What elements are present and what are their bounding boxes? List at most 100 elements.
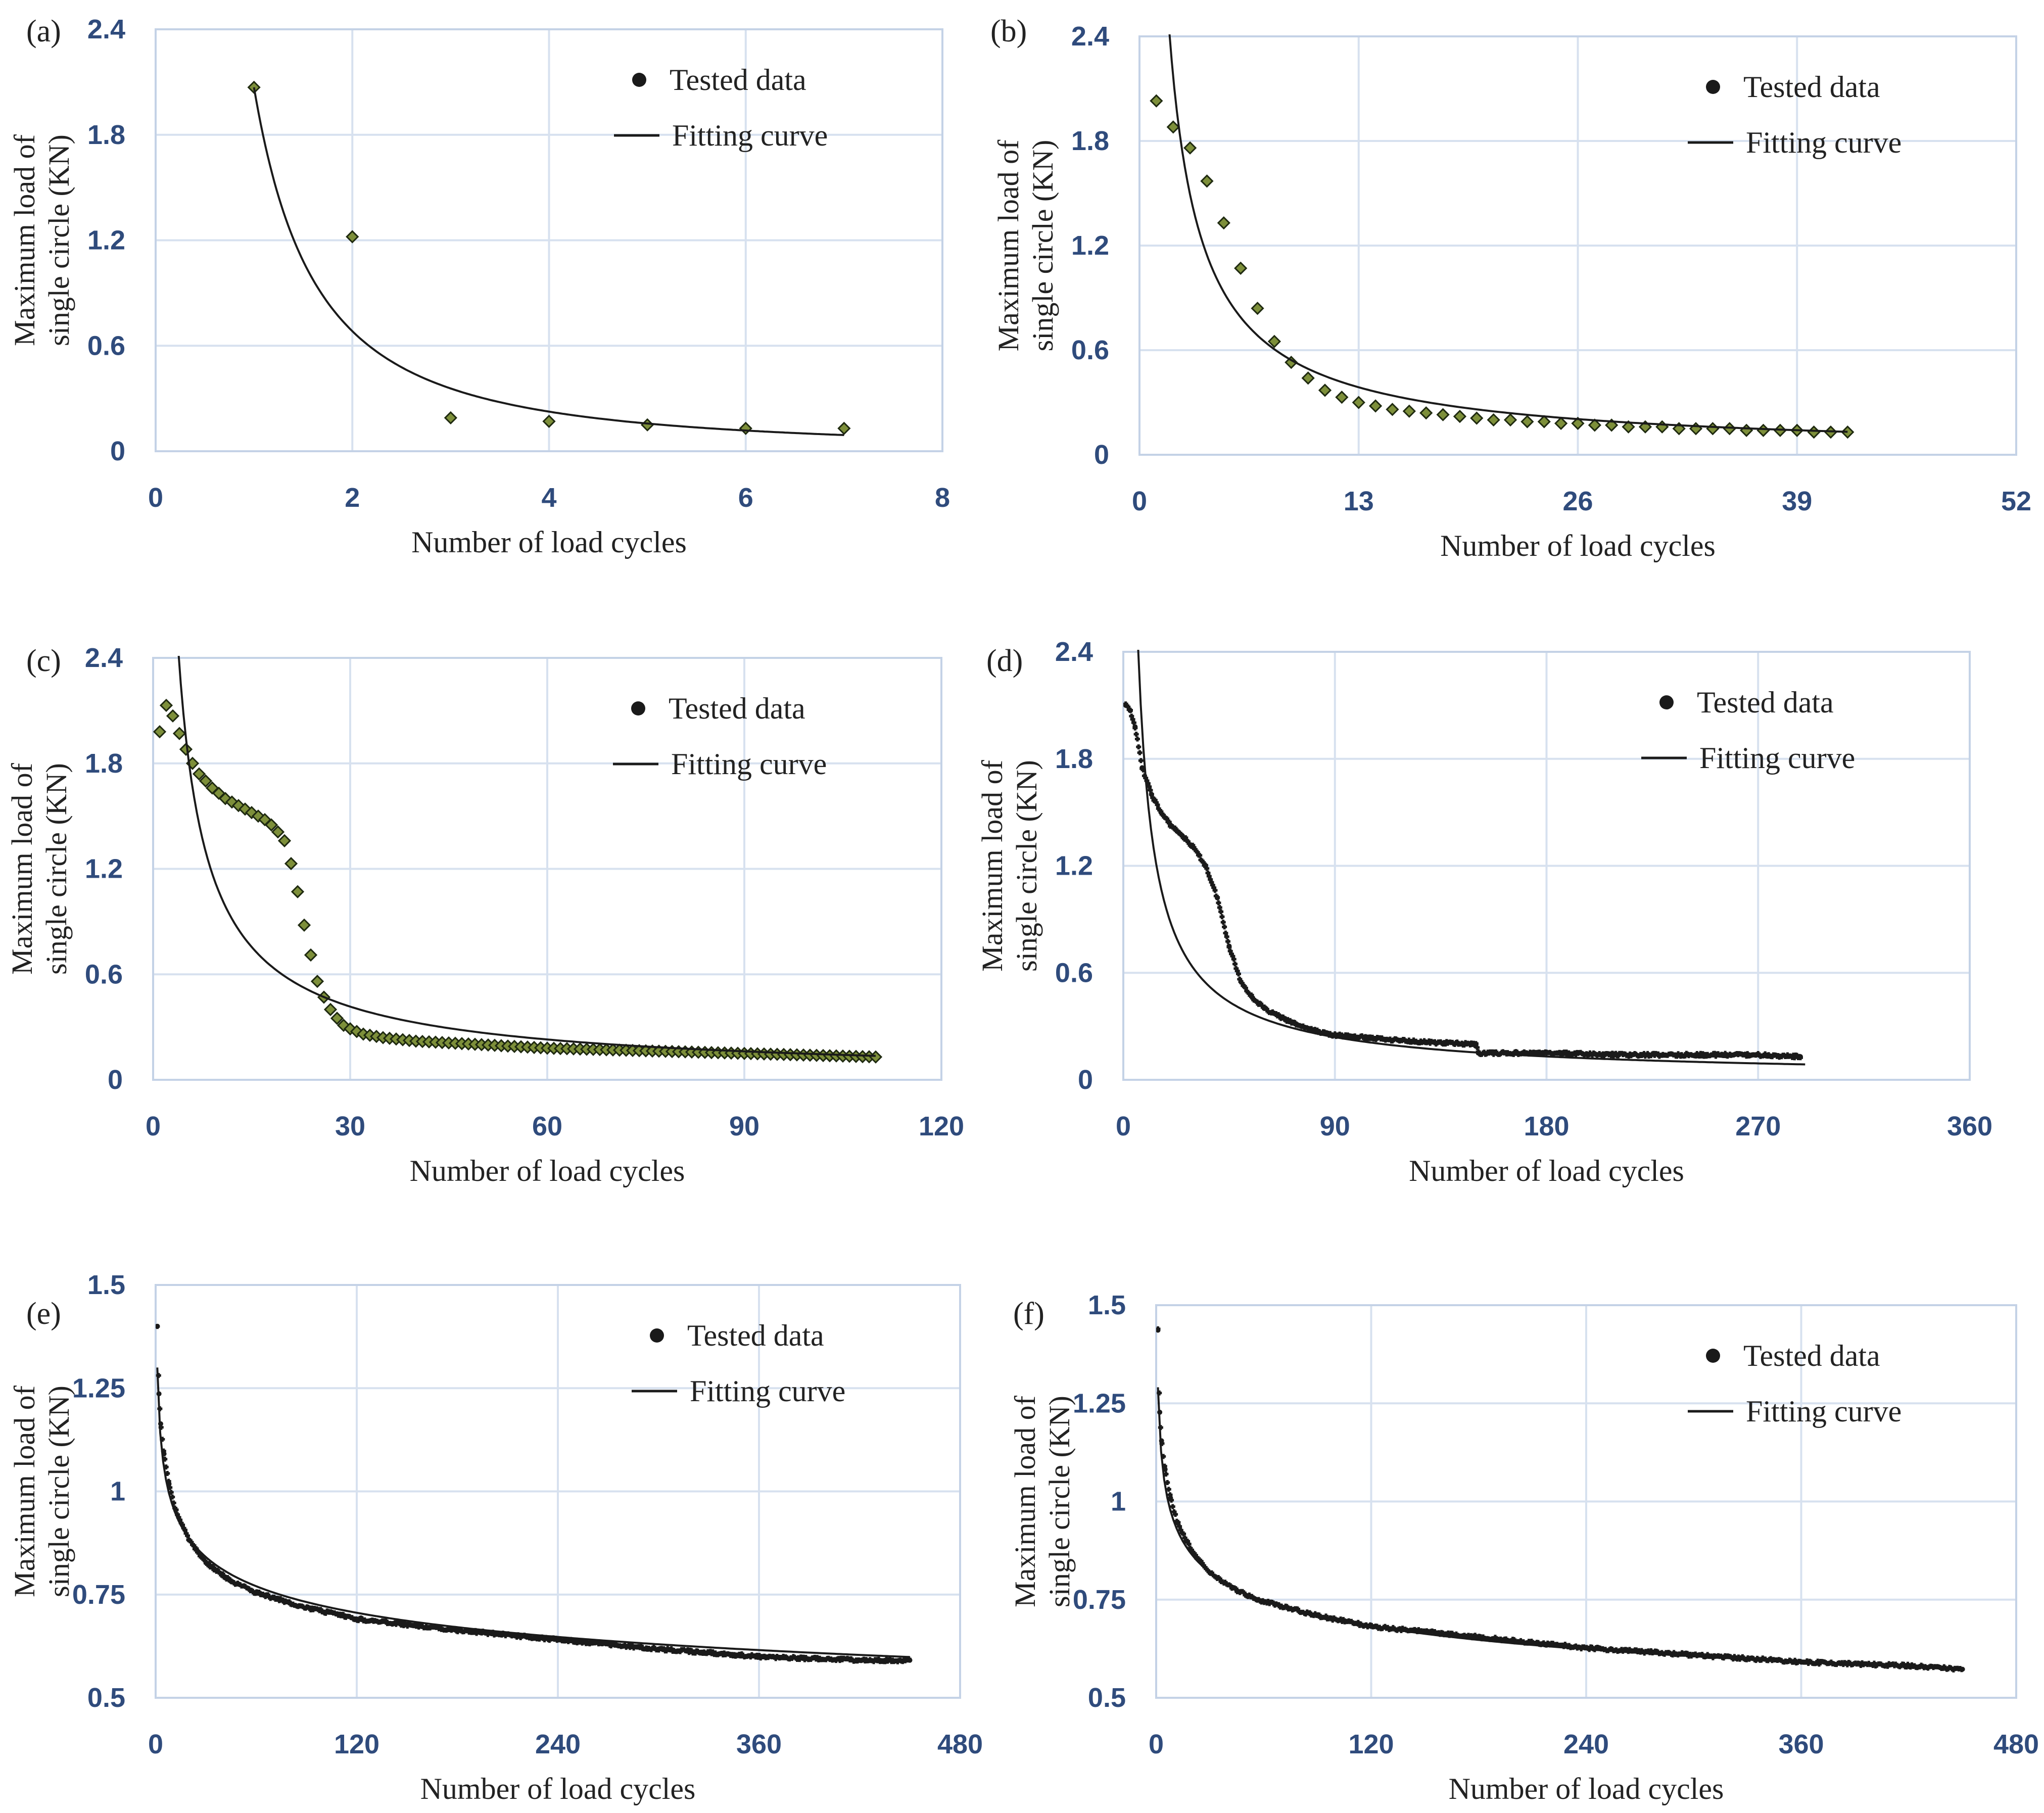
y-axis-title-line-1: Maximum load of: [976, 759, 1009, 972]
y-axis-title-line-1: Maximum load of: [6, 762, 38, 975]
x-tick-label: 120: [919, 1111, 964, 1141]
tested-data-point: [1150, 94, 1163, 108]
x-axis-title: Number of load cycles: [420, 1772, 696, 1805]
x-tick-label: 90: [1320, 1111, 1350, 1141]
tested-data-point: [1537, 415, 1551, 428]
legend-marker-tested: [632, 73, 646, 87]
y-tick-label: 0.5: [87, 1683, 125, 1713]
x-axis-title: Number of load cycles: [1440, 529, 1716, 562]
tested-data-point: [291, 885, 305, 898]
plot-data-layer: [153, 656, 883, 1064]
tested-data-point: [1127, 708, 1133, 713]
tested-data-point: [1436, 408, 1450, 421]
plot-frame: [155, 28, 943, 452]
x-tick-label: 30: [335, 1111, 365, 1141]
tested-data-point: [857, 1657, 862, 1663]
tested-data-point: [159, 698, 173, 712]
tested-data-point: [1158, 809, 1164, 815]
tested-data-point: [1520, 415, 1534, 428]
x-tick-label: 0: [1116, 1111, 1131, 1141]
x-tick-label: 270: [1735, 1111, 1781, 1141]
tested-data-point: [1841, 425, 1855, 439]
y-axis-title-line-1: Maximum load of: [8, 134, 41, 346]
y-tick-label: 0: [1094, 440, 1109, 470]
plot-data-layer: [1156, 1326, 1965, 1673]
legend-marker-tested: [650, 1328, 664, 1343]
tested-data-point: [1419, 406, 1433, 420]
legend-label-fitting: Fitting curve: [671, 747, 827, 781]
legend-label-fitting: Fitting curve: [690, 1374, 845, 1408]
chart-panel-c: 0 30 60 90 120 0 0.6 1.2 1.8 2.4 (c) Number of load…: [6, 643, 964, 1187]
tested-data-point: [1755, 1052, 1761, 1058]
tested-data-point: [172, 727, 186, 740]
y-axis-title-line-2: single circle (KN): [1043, 1396, 1076, 1607]
panel-label: (e): [26, 1297, 61, 1331]
chart-panel-d: 0 90 180 270 360 0 0.6 1.2 1.8 2.4 (d) Number of lo…: [976, 637, 1992, 1187]
x-tick-label: 360: [1947, 1111, 1992, 1141]
tested-data-point: [1368, 399, 1383, 413]
x-tick-label: 240: [535, 1729, 581, 1759]
plot-data-layer: [247, 80, 851, 436]
x-tick-label: 0: [1149, 1729, 1164, 1759]
tested-data-point: [542, 414, 556, 428]
plot-frame: [152, 657, 942, 1081]
tested-data-point: [1798, 1054, 1803, 1060]
legend-label-tested: Tested data: [1697, 686, 1834, 719]
tested-data-point: [555, 1637, 560, 1642]
y-axis-title-line-1: Maximum load of: [992, 139, 1025, 352]
tested-data-point: [179, 742, 193, 756]
fitting-curve: [177, 656, 876, 1057]
tested-data-point: [1487, 413, 1500, 427]
plot-frame: [1122, 651, 1971, 1081]
tested-data-point: [1453, 409, 1467, 423]
plot-frame: [1155, 1304, 2017, 1699]
tested-data-point: [1807, 425, 1821, 439]
panel-label: (a): [26, 14, 61, 49]
x-tick-label: 120: [334, 1729, 379, 1759]
x-tick-label: 4: [541, 483, 556, 513]
tested-data-point: [1503, 413, 1517, 427]
tested-data-point: [1756, 423, 1770, 437]
legend-label-fitting: Fitting curve: [1699, 741, 1855, 775]
tested-data-series: [1156, 1326, 1964, 1673]
x-tick-label: 13: [1344, 486, 1374, 516]
y-tick-label: 0.6: [1055, 958, 1093, 988]
tested-data-point: [1335, 391, 1349, 404]
x-tick-label: 8: [935, 483, 950, 513]
legend-label-tested: Tested data: [687, 1319, 824, 1352]
y-tick-label: 1.5: [87, 1270, 125, 1300]
tested-data-point: [1217, 216, 1230, 230]
x-axis-title: Number of load cycles: [410, 1154, 685, 1187]
y-tick-label: 0.75: [72, 1580, 125, 1610]
panel-label: (b): [990, 14, 1027, 49]
y-tick-label: 1.25: [72, 1373, 125, 1403]
x-tick-label: 120: [1348, 1729, 1394, 1759]
tested-data-point: [1571, 416, 1585, 431]
tested-data-point: [254, 1590, 259, 1596]
legend-label-fitting: Fitting curve: [1746, 1395, 1902, 1428]
tested-data-point: [1168, 822, 1173, 828]
y-axis-title-line-2: single circle (KN): [1026, 140, 1059, 352]
y-tick-label: 2.4: [87, 14, 125, 44]
tested-data-point: [1251, 302, 1264, 315]
y-tick-label: 0.75: [1073, 1585, 1126, 1615]
y-tick-label: 1.8: [1071, 126, 1109, 156]
x-tick-label: 52: [2001, 486, 2031, 516]
y-axis-title-line-2: single circle (KN): [1010, 760, 1043, 972]
y-tick-label: 0.6: [87, 330, 125, 361]
tested-data-point: [271, 825, 285, 839]
tested-data-point: [192, 767, 206, 781]
y-axis-title-line-2: single circle (KN): [42, 134, 75, 346]
chart-panel-e: 0 120 240 360 480 0.5 0.75 1 1.25 1.5 (e) Number of…: [8, 1270, 983, 1805]
y-tick-label: 1.2: [85, 854, 123, 884]
plot-data-layer: [1123, 650, 1805, 1066]
chart-panel-b: 0 13 26 39 52 0 0.6 1.2 1.8 2.4 (b) Number of load …: [990, 14, 2031, 562]
tested-data-point: [1740, 423, 1753, 437]
tested-data-point: [1123, 702, 1128, 708]
tested-data-point: [1476, 1634, 1482, 1640]
x-tick-label: 2: [345, 483, 360, 513]
tested-data-point: [1183, 141, 1197, 155]
tested-data-point: [323, 1003, 338, 1016]
tested-data-point: [297, 918, 311, 932]
